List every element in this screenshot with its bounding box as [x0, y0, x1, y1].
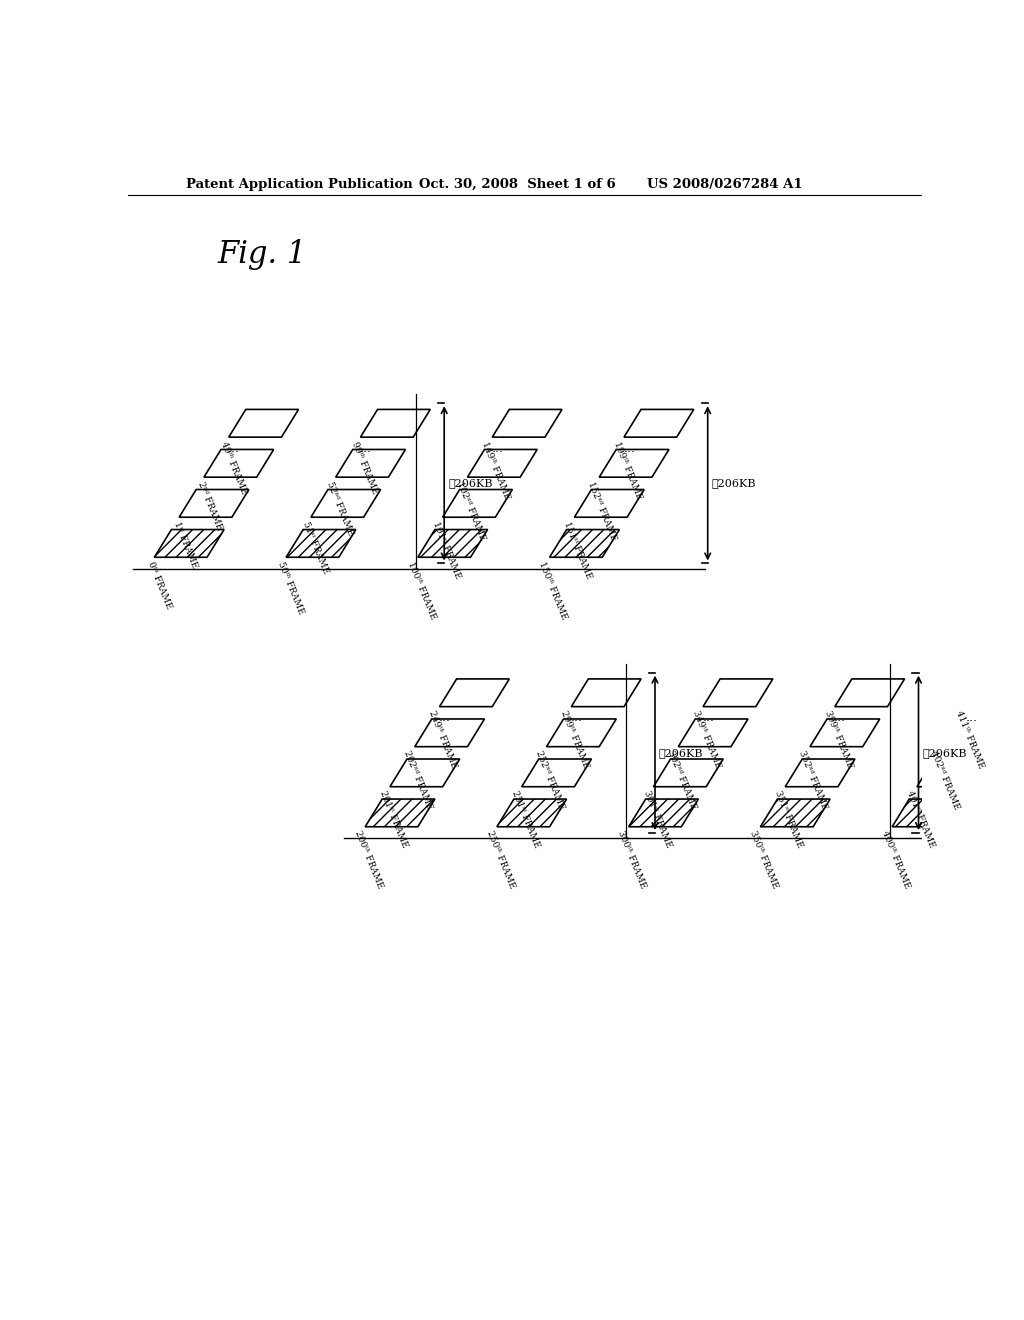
Text: 350ᵗʰ FRAME: 350ᵗʰ FRAME [749, 830, 779, 891]
Polygon shape [967, 678, 1024, 706]
Polygon shape [629, 799, 698, 826]
Text: 399ᵗʰ FRAME: 399ᵗʰ FRAME [823, 710, 854, 770]
Text: ③206KB: ③206KB [658, 748, 703, 758]
Text: ①206KB: ①206KB [449, 478, 493, 488]
Polygon shape [547, 719, 616, 747]
Polygon shape [467, 449, 538, 478]
Polygon shape [653, 759, 723, 787]
Polygon shape [155, 529, 224, 557]
Polygon shape [599, 449, 669, 478]
Polygon shape [415, 719, 484, 747]
Text: ②206KB: ②206KB [712, 478, 756, 488]
Polygon shape [574, 490, 644, 517]
Polygon shape [678, 719, 748, 747]
Text: 0ᵗʰ FRAME: 0ᵗʰ FRAME [146, 561, 174, 610]
Text: ...: ... [492, 442, 504, 454]
Polygon shape [442, 490, 512, 517]
Text: 49ᵗʰ FRAME: 49ᵗʰ FRAME [219, 441, 248, 495]
Text: 202ⁿᵈ FRAME: 202ⁿᵈ FRAME [402, 750, 434, 812]
Text: 1ˢᵗ FRAME: 1ˢᵗ FRAME [172, 520, 199, 569]
Polygon shape [785, 759, 855, 787]
Polygon shape [761, 799, 830, 826]
Text: 249ᵗʰ FRAME: 249ᵗʰ FRAME [428, 710, 459, 770]
Text: 352ⁿᵈ FRAME: 352ⁿᵈ FRAME [798, 750, 829, 812]
Text: 301ˢᵗ FRAME: 301ˢᵗ FRAME [642, 789, 673, 850]
Polygon shape [571, 678, 641, 706]
Text: 250ᵗʰ FRAME: 250ᵗʰ FRAME [484, 830, 516, 891]
Polygon shape [521, 759, 592, 787]
Text: 100ᵗʰ FRAME: 100ᵗʰ FRAME [406, 561, 437, 620]
Polygon shape [942, 719, 1012, 747]
Text: 199ᵗʰ FRAME: 199ᵗʰ FRAME [612, 441, 643, 500]
Text: 349ᵗʰ FRAME: 349ᵗʰ FRAME [691, 710, 722, 770]
Text: 299ᵗʰ FRAME: 299ᵗʰ FRAME [559, 710, 591, 770]
Text: 402ⁿᵈ FRAME: 402ⁿᵈ FRAME [929, 750, 962, 812]
Text: 251ˢᵗ FRAME: 251ˢᵗ FRAME [510, 789, 541, 850]
Text: 151ˢᵗ FRAME: 151ˢᵗ FRAME [562, 520, 594, 581]
Text: 351ˢᵗ FRAME: 351ˢᵗ FRAME [773, 789, 805, 850]
Polygon shape [228, 409, 299, 437]
Text: 401ˢᵗ FRAME: 401ˢᵗ FRAME [905, 789, 936, 850]
Polygon shape [439, 678, 509, 706]
Polygon shape [311, 490, 381, 517]
Polygon shape [550, 529, 620, 557]
Text: Patent Application Publication: Patent Application Publication [186, 178, 413, 190]
Polygon shape [892, 799, 962, 826]
Polygon shape [624, 409, 693, 437]
Text: 300ᵗʰ FRAME: 300ᵗʰ FRAME [616, 830, 648, 890]
Polygon shape [286, 529, 356, 557]
Text: 411ᵗʰ FRAME: 411ᵗʰ FRAME [954, 710, 986, 771]
Text: 149ᵗʰ FRAME: 149ᵗʰ FRAME [480, 441, 512, 500]
Polygon shape [916, 759, 987, 787]
Text: ...: ... [439, 711, 451, 725]
Polygon shape [366, 799, 435, 826]
Text: 200ᵗʰ FRAME: 200ᵗʰ FRAME [353, 830, 385, 890]
Text: 201ˢᵗ FRAME: 201ˢᵗ FRAME [378, 789, 410, 850]
Text: ...: ... [228, 442, 240, 454]
Polygon shape [497, 799, 566, 826]
Polygon shape [204, 449, 273, 478]
Text: US 2008/0267284 A1: US 2008/0267284 A1 [647, 178, 803, 190]
Text: ...: ... [966, 711, 978, 725]
Text: 150ᵗʰ FRAME: 150ᵗʰ FRAME [538, 561, 569, 620]
Text: Fig. 1: Fig. 1 [217, 239, 306, 271]
Text: 252ⁿᵈ FRAME: 252ⁿᵈ FRAME [534, 750, 566, 812]
Polygon shape [703, 678, 773, 706]
Text: Oct. 30, 2008  Sheet 1 of 6: Oct. 30, 2008 Sheet 1 of 6 [419, 178, 615, 190]
Text: 52ⁿᵈ FRAME: 52ⁿᵈ FRAME [326, 480, 355, 537]
Text: ...: ... [570, 711, 583, 725]
Text: ④206KB: ④206KB [923, 748, 967, 758]
Text: ...: ... [624, 442, 635, 454]
Text: ...: ... [702, 711, 715, 725]
Polygon shape [835, 678, 904, 706]
Polygon shape [810, 719, 880, 747]
Polygon shape [336, 449, 406, 478]
Polygon shape [493, 409, 562, 437]
Text: 51ˢᵗ FRAME: 51ˢᵗ FRAME [301, 520, 331, 576]
Polygon shape [390, 759, 460, 787]
Text: 101ˢᵗ FRAME: 101ˢᵗ FRAME [431, 520, 462, 579]
Text: ...: ... [835, 711, 846, 725]
Text: ...: ... [359, 442, 372, 454]
Polygon shape [360, 409, 430, 437]
Text: 302ⁿᵈ FRAME: 302ⁿᵈ FRAME [666, 750, 697, 812]
Text: 50ᵗʰ FRAME: 50ᵗʰ FRAME [276, 561, 305, 615]
Polygon shape [179, 490, 249, 517]
Text: 102ⁿᵈ FRAME: 102ⁿᵈ FRAME [455, 480, 486, 543]
Text: 152ⁿᵈ FRAME: 152ⁿᵈ FRAME [587, 480, 618, 543]
Polygon shape [418, 529, 487, 557]
Text: 2ⁿᵈ FRAME: 2ⁿᵈ FRAME [196, 480, 223, 531]
Text: 400ᵗʰ FRAME: 400ᵗʰ FRAME [880, 830, 911, 891]
Text: 99ᵗʰ FRAME: 99ᵗʰ FRAME [350, 441, 380, 495]
